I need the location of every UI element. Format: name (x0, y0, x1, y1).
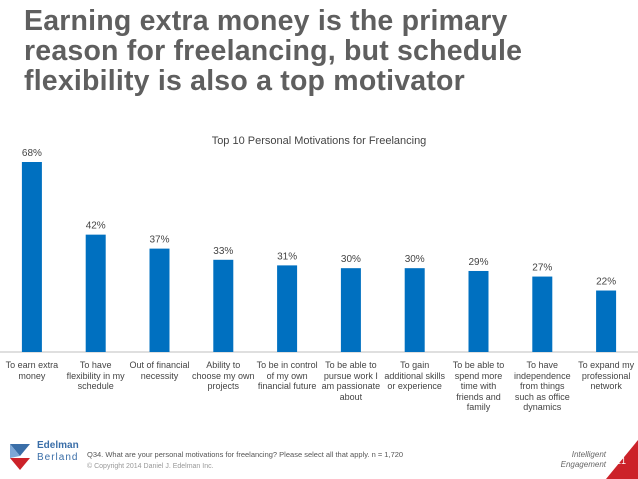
page-number: 21 (616, 456, 627, 466)
copyright-notice: © Copyright 2014 Daniel J. Edelman Inc. (87, 463, 214, 470)
category-labels: To earn extra money To have flexibility in … (0, 360, 638, 420)
chart-title: Top 10 Personal Motivations for Freelanc… (211, 135, 427, 147)
logo-text-line-2: Berland (37, 452, 79, 463)
category-label-4: Ability to choose my own projects (191, 360, 255, 392)
category-label-line: necessity (140, 370, 179, 381)
logo-text-line-1: Edelman (37, 440, 79, 451)
category-label-line: choose my own (192, 370, 255, 381)
category-label-line: Ability to (206, 360, 241, 370)
category-label-line: dynamics (523, 402, 562, 412)
data-label-5: 31% (277, 251, 297, 262)
category-label-3: Out of financial necessity (128, 360, 192, 381)
category-label-line: schedule (77, 381, 114, 391)
data-label-1: 68% (22, 148, 42, 159)
category-label-8: To be able to spend more time with friends … (447, 360, 511, 413)
category-label-line: Out of financial (129, 360, 190, 370)
category-label-line: To earn extra (5, 360, 59, 370)
bar-2 (85, 234, 106, 352)
bar-1 (21, 162, 42, 352)
category-label-line: independence (514, 370, 571, 381)
slide-headline: Earning extra money is the primary reaso… (24, 6, 624, 96)
data-label-6: 30% (341, 254, 361, 265)
bar-10 (596, 290, 617, 352)
category-label-line: from things (520, 381, 565, 391)
category-label-9: To have independence from things such as of… (510, 360, 574, 413)
headline-line-2: reason for freelancing, but schedule (24, 35, 523, 67)
category-label-10: To expand my professional network (574, 360, 638, 392)
category-label-line: pursue work I (323, 370, 378, 381)
category-label-line: such as office (514, 391, 570, 402)
logo-mark-icon (10, 444, 30, 470)
category-label-line: additional skills (384, 370, 445, 381)
category-label-line: To expand my (578, 360, 635, 370)
category-label-line: spend more (454, 370, 503, 381)
headline-line-3: flexibility is also a top motivator (24, 65, 465, 97)
category-label-line: To gain (400, 360, 430, 370)
category-label-line: about (339, 391, 363, 402)
category-label-line: To be in control (256, 360, 318, 370)
category-label-7: To gain additional skills or experience (383, 360, 447, 392)
category-label-line: professional (581, 370, 631, 381)
bar-4 (213, 259, 234, 352)
category-label-1: To earn extra money (0, 360, 64, 381)
data-label-3: 37% (149, 235, 169, 246)
tagline: Intelligent Engagement (548, 450, 606, 470)
category-label-line: To be able to (452, 360, 505, 370)
survey-footnote: Q34. What are your personal motivations … (87, 450, 404, 459)
data-label-8: 29% (468, 257, 488, 268)
data-label-10: 22% (596, 277, 616, 288)
category-label-line: network (590, 381, 622, 391)
category-label-line: projects (207, 381, 240, 391)
category-label-line: family (466, 402, 491, 412)
category-label-2: To have flexibility in my schedule (64, 360, 128, 392)
category-label-line: friends and (456, 391, 501, 402)
category-label-line: financial future (257, 381, 317, 391)
bar-7 (404, 268, 425, 352)
bar-9 (532, 276, 553, 352)
page-number-badge (606, 440, 638, 479)
bar-3 (149, 248, 170, 352)
category-label-line: of my own (266, 370, 308, 381)
company-logo: Edelman Berland (8, 440, 80, 474)
category-label-line: time with (460, 381, 497, 391)
bar-5 (277, 265, 298, 352)
category-label-5: To be in control of my own financial futur… (255, 360, 319, 392)
tagline-line-2: Engagement (560, 460, 606, 469)
data-label-7: 30% (405, 254, 425, 265)
category-label-line: flexibility in my (66, 370, 125, 381)
category-label-line: To have (526, 360, 559, 370)
category-label-line: To be able to (325, 360, 377, 370)
tagline-line-1: Intelligent (571, 450, 606, 459)
category-label-line: money (18, 370, 46, 381)
bar-8 (468, 270, 489, 352)
data-label-9: 27% (532, 263, 552, 274)
category-label-line: or experience (387, 381, 442, 391)
category-label-line: am passionate (321, 381, 381, 391)
data-label-4: 33% (213, 246, 233, 257)
bar-6 (340, 268, 361, 352)
data-label-2: 42% (86, 221, 106, 232)
headline-line-1: Earning extra money is the primary (24, 5, 508, 37)
category-label-line: To have (79, 360, 112, 370)
